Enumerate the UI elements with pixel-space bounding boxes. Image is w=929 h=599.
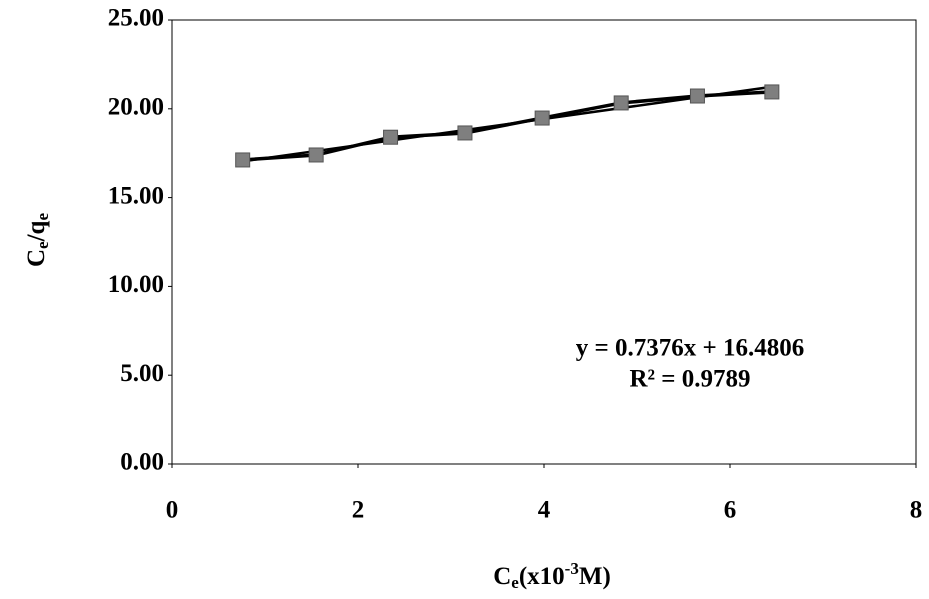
marker xyxy=(534,110,550,126)
marker xyxy=(383,129,399,145)
r-squared: R² = 0.9789 xyxy=(629,366,750,393)
x-tick-label: 6 xyxy=(724,497,737,524)
marker xyxy=(457,125,473,141)
y-axis-label: Ce/qe xyxy=(23,213,52,267)
x-tick-label: 4 xyxy=(538,497,551,524)
x-label-part: -3 xyxy=(565,559,579,578)
x-label-part: C xyxy=(493,563,511,590)
marker xyxy=(689,88,705,104)
trendline xyxy=(242,85,773,163)
plot-frame xyxy=(171,19,917,465)
x-tick-label: 2 xyxy=(352,497,365,524)
trendline-equation: y = 0.7376x + 16.4806 xyxy=(576,335,805,362)
y-label-part: /q xyxy=(23,220,50,242)
y-tick-label: 5.00 xyxy=(120,360,164,387)
y-tick-label: 15.00 xyxy=(108,182,164,209)
y-tick-label: 10.00 xyxy=(108,271,164,298)
x-tick-label: 8 xyxy=(910,497,923,524)
y-tick-label: 25.00 xyxy=(108,5,164,32)
x-label-part: (x10 xyxy=(519,563,565,590)
x-label-part: M) xyxy=(579,563,611,590)
marker xyxy=(764,84,780,100)
y-tick-label: 20.00 xyxy=(108,94,164,121)
marker xyxy=(613,95,629,111)
y-label-part: e xyxy=(33,213,52,221)
y-tick-label: 0.00 xyxy=(120,449,164,476)
y-label-part: e xyxy=(33,241,52,249)
x-axis-label: Ce(x10-3M) xyxy=(493,559,611,592)
marker xyxy=(308,147,324,163)
marker xyxy=(235,152,251,168)
x-label-part: e xyxy=(511,573,519,592)
y-label-part: C xyxy=(23,249,50,267)
x-tick-label: 0 xyxy=(166,497,179,524)
